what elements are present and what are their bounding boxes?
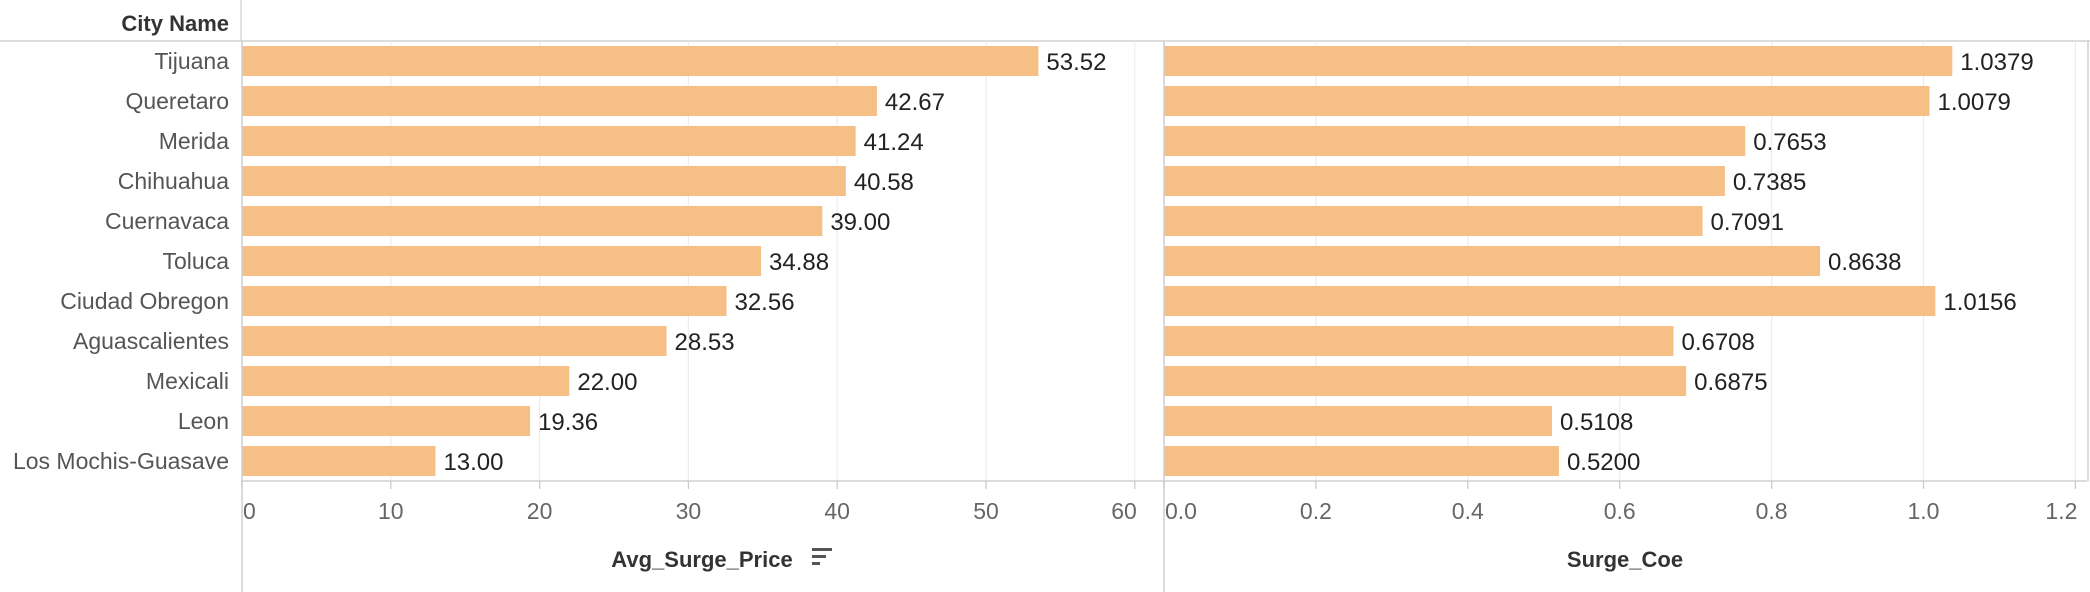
row-label: Tijuana (154, 48, 229, 74)
bar-value-label: 34.88 (769, 249, 829, 276)
bar[interactable] (1164, 86, 1930, 116)
x-tick-label: 20 (527, 498, 553, 524)
x-tick-label: 50 (973, 498, 999, 524)
sort-descending-icon[interactable] (812, 548, 832, 565)
bar-value-label: 40.58 (854, 169, 914, 196)
bar[interactable] (1164, 326, 1674, 356)
x-tick-label: 10 (378, 498, 404, 524)
x-tick-label: 30 (676, 498, 702, 524)
bar[interactable] (242, 126, 856, 156)
bar-value-label: 0.6875 (1694, 369, 1767, 396)
bar[interactable] (1164, 366, 1687, 396)
bar-value-label: 0.5200 (1567, 449, 1640, 476)
bar[interactable] (242, 446, 436, 476)
bar-value-label: 0.7385 (1733, 169, 1806, 196)
x-axis-title-avg-surge-price: Avg_Surge_Price (611, 547, 792, 572)
bar-value-label: 19.36 (538, 409, 598, 436)
bar-value-label: 0.5108 (1560, 409, 1633, 436)
row-label: Queretaro (125, 88, 229, 114)
row-label: Aguascalientes (73, 328, 229, 354)
bar-value-label: 0.6708 (1681, 329, 1754, 356)
row-label: Merida (159, 128, 230, 154)
bar-value-label: 0.7653 (1753, 129, 1826, 156)
x-tick-label: 0.4 (1452, 498, 1484, 524)
bar[interactable] (242, 406, 531, 436)
bar-value-label: 0.7091 (1711, 209, 1784, 236)
bar[interactable] (1164, 446, 1559, 476)
x-tick-label: 40 (824, 498, 850, 524)
bar[interactable] (1164, 126, 1746, 156)
bar[interactable] (242, 286, 727, 316)
x-tick-label: 0.8 (1756, 498, 1788, 524)
bar-value-label: 39.00 (830, 209, 890, 236)
bar[interactable] (242, 206, 823, 236)
x-tick-label: 0.2 (1300, 498, 1332, 524)
row-label: Toluca (163, 248, 230, 274)
bar[interactable] (1164, 46, 1953, 76)
bar[interactable] (1164, 246, 1821, 276)
bar-value-label: 32.56 (734, 289, 794, 316)
bar-value-label: 13.00 (443, 449, 503, 476)
bar[interactable] (242, 86, 877, 116)
bar-value-label: 1.0379 (1960, 49, 2033, 76)
bar-value-label: 42.67 (885, 89, 945, 116)
bar[interactable] (242, 166, 846, 196)
bar-value-label: 22.00 (577, 369, 637, 396)
bar[interactable] (242, 326, 667, 356)
x-axis-title-surge-coe: Surge_Coe (1567, 547, 1683, 572)
bar-value-label: 41.24 (864, 129, 924, 156)
row-labels: Tijuana Queretaro Merida Chihuahua Cuernavac… (13, 48, 229, 474)
x-tick-label: 60 (1111, 498, 1137, 524)
bar[interactable] (242, 46, 1039, 76)
bar-value-label: 28.53 (675, 329, 735, 356)
row-label: Mexicali (146, 368, 229, 394)
row-label: Ciudad Obregon (60, 288, 229, 314)
bar[interactable] (1164, 166, 1725, 196)
bar[interactable] (242, 246, 762, 276)
bar[interactable] (1164, 206, 1703, 236)
row-label: Chihuahua (118, 168, 229, 194)
panel-surge-coe: 1.03791.00790.76530.73850.70910.86381.01… (1163, 41, 2089, 592)
bar[interactable] (242, 366, 570, 396)
bar-value-label: 1.0156 (1943, 289, 2016, 316)
bar-value-label: 53.52 (1046, 49, 1106, 76)
bar-value-label: 0.8638 (1828, 249, 1901, 276)
row-label: Los Mochis-Guasave (13, 448, 229, 474)
bar[interactable] (1164, 406, 1552, 436)
row-label: Cuernavaca (105, 208, 229, 234)
x-tick-label: 1.2 (2045, 498, 2077, 524)
row-header-city-name: City Name (121, 11, 229, 36)
x-tick-label: 0.0 (1165, 498, 1197, 524)
bar-value-label: 1.0079 (1938, 89, 2011, 116)
row-label: Leon (178, 408, 229, 434)
x-tick-label: 0 (243, 498, 256, 524)
x-tick-label: 1.0 (1908, 498, 1940, 524)
x-tick-label: 0.6 (1604, 498, 1636, 524)
bar[interactable] (1164, 286, 1936, 316)
